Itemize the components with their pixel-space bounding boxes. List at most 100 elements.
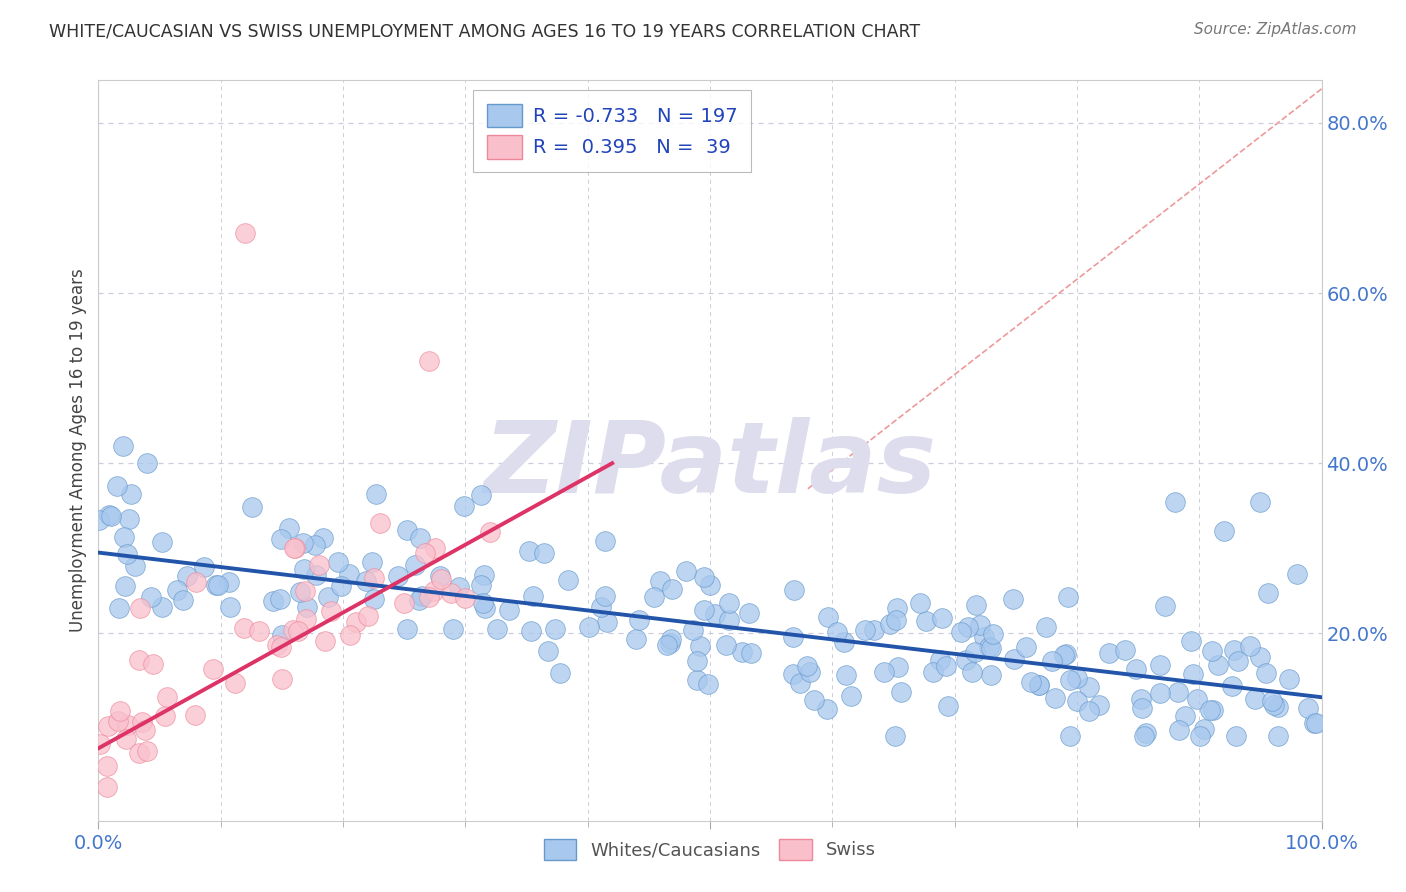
Point	[1243, 692, 1265, 706]
Point	[1057, 590, 1080, 604]
Legend: Whites/Caucasians, Swiss: Whites/Caucasians, Swiss	[537, 832, 883, 867]
Point	[368, 516, 391, 530]
Point	[1059, 729, 1081, 743]
Point	[1180, 633, 1202, 648]
Point	[1078, 680, 1101, 694]
Point	[1256, 666, 1278, 681]
Point	[294, 584, 316, 599]
Point	[97, 508, 120, 523]
Point	[659, 635, 682, 649]
Point	[423, 541, 446, 556]
Point	[922, 665, 945, 680]
Point	[284, 541, 307, 556]
Point	[423, 583, 446, 598]
Point	[1004, 651, 1026, 665]
Point	[312, 531, 335, 545]
Point	[1298, 701, 1320, 715]
Point	[153, 709, 176, 723]
Point	[1098, 646, 1121, 660]
Point	[354, 574, 377, 588]
Point	[271, 673, 294, 687]
Point	[655, 638, 678, 652]
Point	[624, 632, 647, 646]
Point	[1227, 654, 1250, 668]
Point	[270, 640, 292, 654]
Point	[108, 704, 131, 718]
Point	[533, 546, 555, 560]
Point	[890, 684, 912, 698]
Point	[100, 508, 122, 523]
Point	[1239, 639, 1261, 653]
Point	[316, 591, 339, 605]
Point	[361, 555, 384, 569]
Point	[396, 622, 419, 636]
Point	[411, 589, 433, 603]
Point	[453, 499, 475, 513]
Point	[1130, 701, 1153, 715]
Point	[305, 567, 328, 582]
Point	[593, 534, 616, 549]
Point	[1303, 716, 1326, 731]
Text: WHITE/CAUCASIAN VS SWISS UNEMPLOYMENT AMONG AGES 16 TO 19 YEARS CORRELATION CHAR: WHITE/CAUCASIAN VS SWISS UNEMPLOYMENT AM…	[49, 22, 921, 40]
Point	[1132, 729, 1154, 743]
Point	[418, 354, 440, 368]
Point	[731, 645, 754, 659]
Point	[1066, 694, 1088, 708]
Point	[517, 544, 540, 558]
Point	[429, 569, 451, 583]
Point	[117, 511, 139, 525]
Point	[193, 560, 215, 574]
Point	[803, 692, 825, 706]
Point	[817, 610, 839, 624]
Point	[166, 582, 188, 597]
Point	[1002, 592, 1025, 607]
Point	[269, 591, 291, 606]
Point	[115, 731, 138, 746]
Point	[796, 659, 818, 673]
Point	[1206, 657, 1229, 672]
Point	[266, 638, 288, 652]
Point	[815, 702, 838, 716]
Point	[387, 569, 409, 583]
Point	[364, 487, 387, 501]
Point	[578, 620, 600, 634]
Point	[1154, 599, 1177, 613]
Point	[224, 676, 246, 690]
Point	[271, 628, 294, 642]
Point	[330, 579, 353, 593]
Point	[447, 580, 470, 594]
Point	[699, 578, 721, 592]
Point	[1167, 723, 1189, 737]
Point	[931, 611, 953, 625]
Point	[290, 584, 312, 599]
Point	[979, 640, 1001, 654]
Point	[1088, 698, 1111, 712]
Point	[1182, 667, 1205, 681]
Point	[980, 640, 1002, 655]
Point	[886, 601, 908, 615]
Point	[1278, 672, 1301, 686]
Point	[557, 574, 579, 588]
Point	[363, 571, 385, 585]
Point	[969, 618, 991, 632]
Point	[404, 558, 426, 572]
Point	[650, 574, 672, 588]
Point	[1114, 642, 1136, 657]
Point	[1054, 647, 1077, 661]
Point	[703, 607, 725, 622]
Point	[139, 590, 162, 604]
Point	[297, 599, 319, 614]
Point	[498, 603, 520, 617]
Point	[96, 759, 118, 773]
Point	[659, 632, 682, 646]
Point	[408, 593, 430, 607]
Point	[697, 676, 720, 690]
Point	[232, 621, 254, 635]
Point	[591, 599, 613, 614]
Point	[965, 645, 987, 659]
Point	[485, 623, 508, 637]
Point	[136, 456, 159, 470]
Point	[129, 601, 152, 615]
Point	[981, 627, 1004, 641]
Point	[142, 657, 165, 671]
